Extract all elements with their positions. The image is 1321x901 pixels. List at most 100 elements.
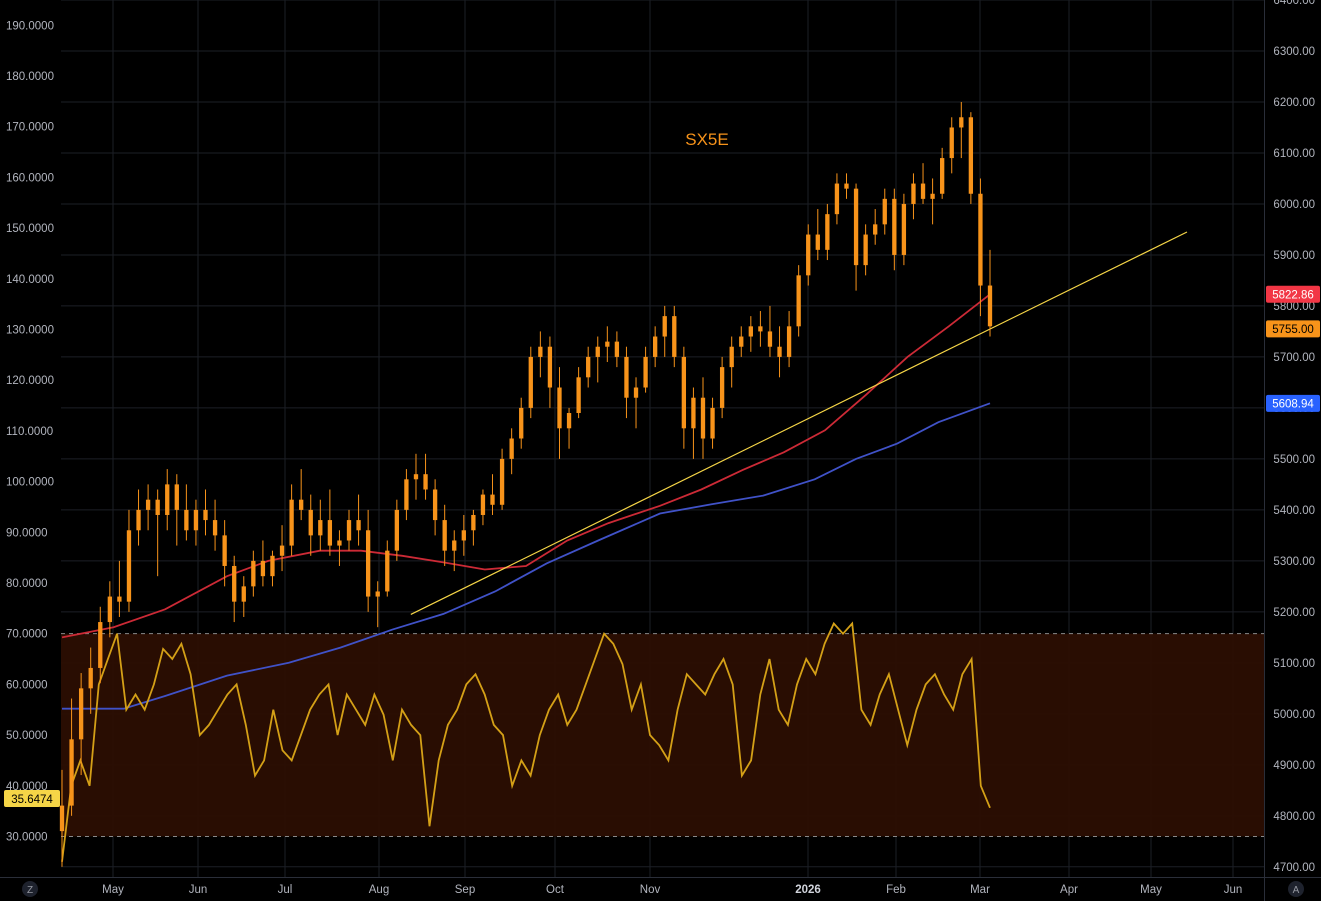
candle-body [251, 560, 256, 587]
candle-body [729, 346, 734, 368]
candle-body [136, 509, 141, 531]
candle-body [672, 316, 677, 357]
rsi-line [61, 621, 991, 862]
left-tick-label: 180.0000 [6, 71, 54, 83]
left-tick-label: 80.0000 [6, 578, 48, 590]
left-tick-label: 50.0000 [6, 730, 48, 742]
candle-body [825, 214, 830, 250]
price-axis[interactable]: 6400.00 6300.00 6200.00 6100.00 6000.00 5900.… [1273, 0, 1315, 874]
price-tick-label: 6100.00 [1273, 148, 1315, 160]
price-tick-label: 6400.00 [1273, 0, 1315, 7]
candle-body [299, 499, 304, 510]
candle-body [98, 622, 103, 668]
left-value-tag-text: 35.6474 [11, 794, 53, 806]
price-tick-label: 5700.00 [1273, 352, 1315, 364]
scale-mode-button[interactable]: Z [22, 881, 38, 897]
candle-body [863, 234, 868, 266]
scale-mode-label: Z [27, 885, 33, 896]
candle-body [653, 336, 658, 357]
candle-body [327, 520, 333, 546]
candle-body [117, 596, 122, 602]
candle-body [968, 117, 974, 194]
price-tags: 5822.86 5755.00 5608.94 [1266, 285, 1320, 412]
series-layer [61, 231, 1188, 862]
candle-body [662, 316, 667, 337]
left-tick-label: 160.0000 [6, 172, 54, 184]
left-axis[interactable]: 190.0000 180.0000 170.0000 160.0000 150.0000… [6, 20, 54, 843]
candle-body [385, 550, 390, 592]
candle-body [987, 285, 993, 327]
price-tick-label: 6000.00 [1273, 199, 1315, 211]
candle-body [748, 326, 753, 337]
candle-body [911, 183, 916, 204]
chart-title: SX5E [685, 130, 728, 149]
candle-body [739, 336, 744, 347]
candle-body [557, 387, 562, 429]
candle-body [480, 494, 486, 515]
candle-body [605, 341, 610, 347]
candle-body [595, 346, 600, 357]
candle-body [806, 234, 811, 276]
left-value-tag-box [4, 790, 60, 807]
x-tick-label: Apr [1060, 884, 1078, 896]
candle-body [796, 275, 801, 327]
candle-body [184, 509, 189, 531]
candle-body [576, 377, 581, 414]
moving-average-long [62, 402, 991, 710]
candle-body [289, 499, 294, 546]
price-tick-label: 4900.00 [1273, 760, 1315, 772]
x-tick-label: May [1140, 884, 1162, 896]
time-axis[interactable]: May Jun Jul Aug Sep Oct Nov 2026 Feb Mar Apr May Jun [102, 884, 1242, 896]
candle-body [365, 530, 371, 597]
auto-scale-circle [1288, 881, 1304, 897]
x-tick-label: May [102, 884, 124, 896]
candle-body [844, 183, 849, 189]
candle-body [404, 479, 409, 510]
left-tick-label: 90.0000 [6, 527, 48, 539]
candle-body [499, 458, 505, 505]
auto-scale-button[interactable]: A [1288, 881, 1304, 897]
candle-body [337, 540, 342, 546]
candle-body [241, 586, 246, 602]
price-tag-text: 5822.86 [1272, 289, 1314, 301]
auto-scale-label: A [1293, 885, 1300, 896]
candle-body [145, 499, 151, 510]
rsi-band [61, 633, 1264, 837]
left-tick-label: 30.0000 [6, 831, 48, 843]
candle-body [318, 520, 323, 536]
candle-body [633, 387, 639, 398]
candle-body [59, 805, 65, 832]
candle-body [270, 555, 275, 577]
candle-body [834, 183, 840, 215]
left-tick-label: 40.0000 [6, 781, 48, 793]
candle-body [174, 484, 179, 510]
candle-body [442, 520, 447, 551]
candle-body [681, 356, 687, 429]
candle-body [959, 117, 964, 128]
candle-body [461, 530, 466, 541]
x-tick-label: Jun [189, 884, 208, 896]
candle-body [624, 356, 629, 398]
time-axis-background [0, 878, 1321, 901]
candle-body [222, 535, 227, 566]
left-tick-label: 150.0000 [6, 223, 54, 235]
candle-body [815, 234, 820, 250]
candle-body [212, 520, 218, 536]
x-tick-label: 2026 [795, 884, 821, 896]
price-tag-text: 5608.94 [1272, 398, 1314, 410]
x-tick-label: Nov [640, 884, 661, 896]
candle-body [643, 356, 648, 388]
candle-body [892, 198, 897, 255]
price-tick-label: 5800.00 [1273, 301, 1315, 313]
candle-body [767, 331, 773, 347]
candle-body [126, 530, 132, 602]
candle-body [432, 489, 438, 521]
candle-body [346, 520, 352, 541]
price-tick-label: 5100.00 [1273, 658, 1315, 670]
price-tick-label: 6300.00 [1273, 46, 1315, 58]
candle-body [490, 494, 495, 505]
price-tag-box [1266, 320, 1320, 338]
x-tick-label: Oct [546, 884, 565, 896]
x-tick-label: Feb [886, 884, 906, 896]
candle-body [940, 158, 945, 194]
